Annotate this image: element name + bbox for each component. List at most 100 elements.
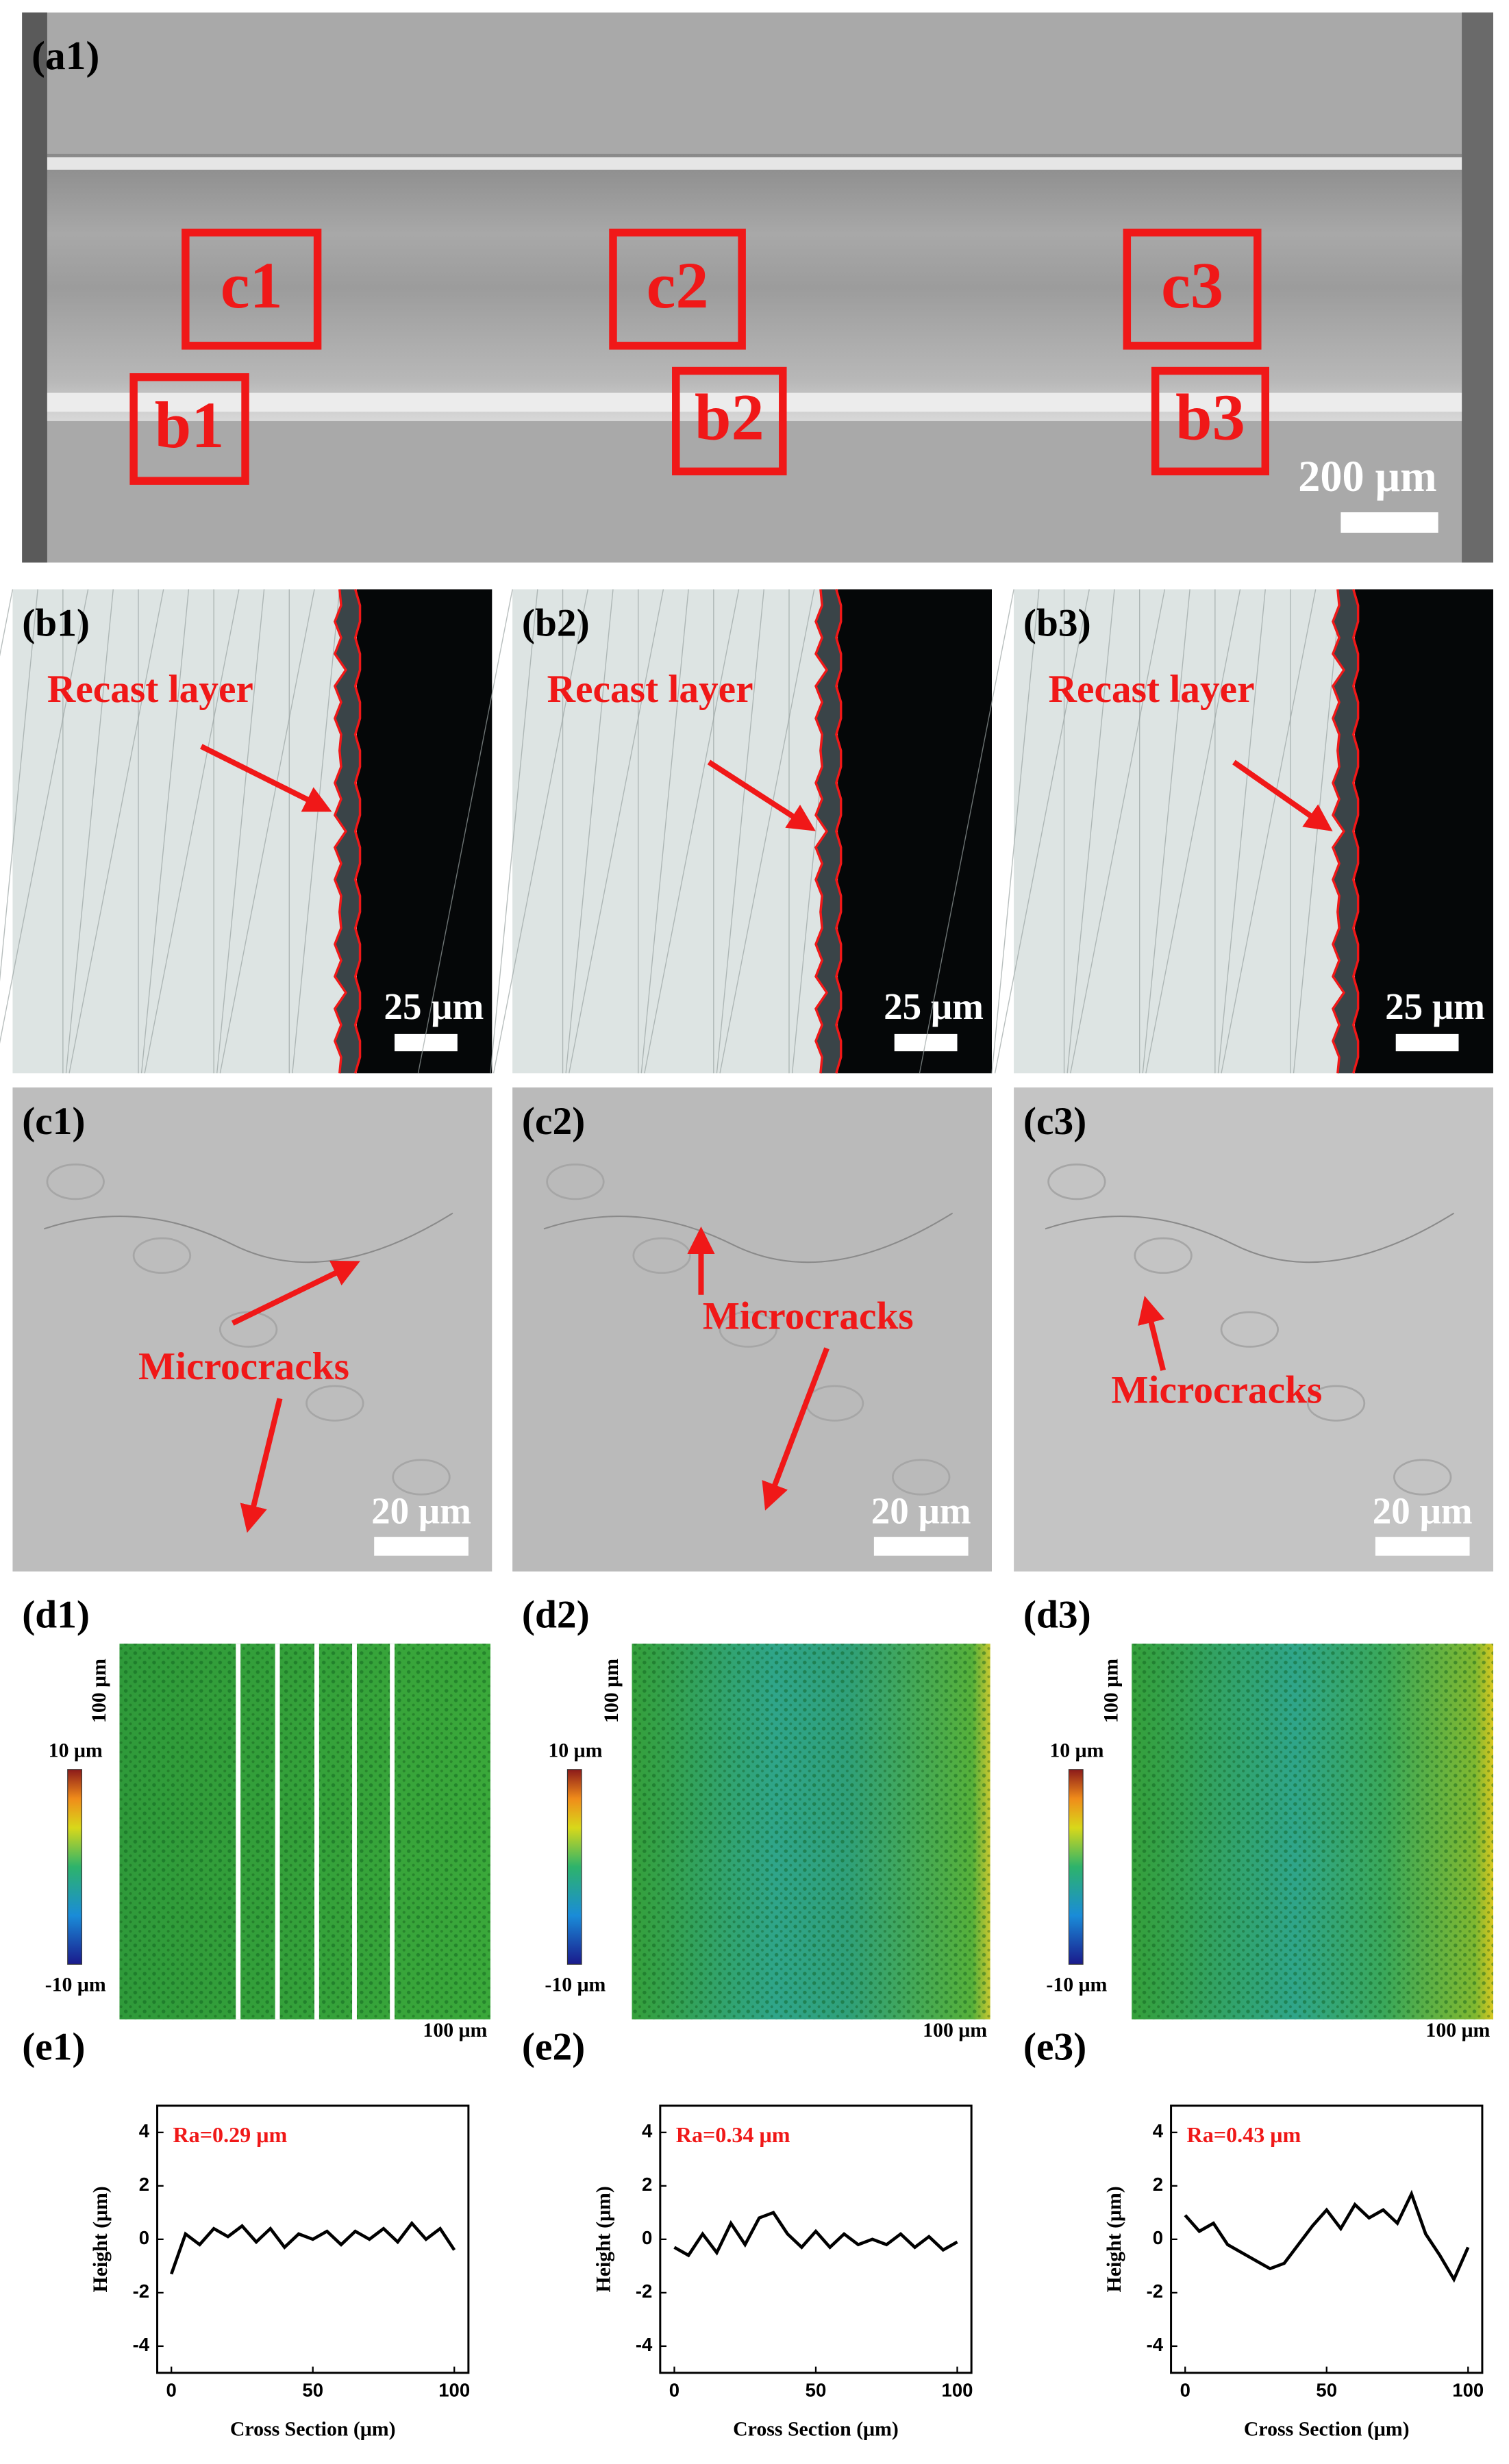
y-tick-label: 4: [642, 2120, 653, 2141]
annotation: Microcracks: [138, 1345, 349, 1388]
scratch: [1142, 589, 1190, 1074]
scratch: [492, 589, 588, 1074]
grain: [1220, 1311, 1279, 1348]
region-box: [129, 373, 249, 485]
data-line: [1184, 2189, 1470, 2283]
scratch: [1067, 589, 1115, 1074]
scratch: [716, 589, 764, 1074]
colorbar: [1068, 1769, 1084, 1965]
arrow: [707, 759, 816, 831]
region-label: c1: [221, 249, 283, 322]
region-label: b1: [155, 388, 225, 462]
scale-label: 25 μm: [1385, 985, 1485, 1027]
laser-track: [47, 153, 1462, 421]
x-tick-label: 100: [438, 2380, 470, 2401]
region-box: [1151, 366, 1269, 476]
panel-label: (d1): [22, 1594, 90, 1637]
scan-line: [275, 1644, 280, 2020]
scratch: [0, 589, 38, 982]
region-label: b3: [1175, 381, 1245, 454]
x-axis-label: Cross Section (μm): [1244, 2418, 1410, 2441]
scale-bar: [1375, 1537, 1470, 1556]
x-tick-label: 0: [1180, 2380, 1190, 2401]
crack: [543, 1212, 953, 1264]
y-axis-label: Height (μm): [592, 2186, 614, 2292]
scale-label: 20 μm: [871, 1490, 971, 1532]
x-axis-label: Cross Section (μm): [230, 2418, 396, 2441]
y-axis-label: Height (μm): [1103, 2186, 1125, 2292]
y-tick-label: 4: [139, 2120, 150, 2141]
annotation: Microcracks: [1111, 1369, 1322, 1412]
y-size: 100 μm: [600, 1659, 623, 1723]
x-tick-label: 50: [1316, 2380, 1337, 2401]
image-edge: [22, 12, 47, 563]
colorbar-min: -10 μm: [1046, 1973, 1107, 1996]
panel-label: (e3): [1023, 2026, 1086, 2069]
layer-outline: [814, 589, 829, 1074]
data-line: [673, 2211, 958, 2258]
panel-label: (a1): [32, 33, 99, 78]
y-tick-label: -2: [1147, 2280, 1163, 2302]
scale-bar: [374, 1537, 469, 1556]
grain: [1306, 1385, 1366, 1422]
scratch: [490, 589, 538, 1074]
arrow: [762, 1347, 830, 1511]
colorbar-min: -10 μm: [545, 1973, 606, 1996]
region-label: c2: [647, 249, 709, 322]
x-size: 100 μm: [923, 2019, 987, 2041]
track-edge: [47, 157, 1462, 170]
scratch: [417, 589, 513, 1074]
scale-label: 200 μm: [1298, 452, 1436, 501]
grain: [719, 1311, 778, 1348]
mount-region: [838, 589, 992, 1074]
annotation: Ra=0.29 μm: [173, 2122, 287, 2147]
panel-label: (b3): [1023, 602, 1091, 645]
annotation: Ra=0.43 μm: [1187, 2122, 1301, 2147]
arrow: [240, 1398, 283, 1533]
scratch: [991, 589, 1040, 1074]
scratch: [144, 589, 240, 1074]
scratch: [919, 589, 1014, 1074]
scratch: [719, 589, 815, 1074]
y-tick-label: 0: [642, 2227, 652, 2248]
y-tick-label: -4: [133, 2334, 150, 2355]
y-tick-label: -4: [1147, 2334, 1164, 2355]
scratch: [216, 589, 265, 1074]
x-axis-label: Cross Section (μm): [733, 2418, 899, 2441]
scan-line: [390, 1644, 395, 2020]
x-size: 100 μm: [1425, 2019, 1490, 2041]
scratch: [0, 589, 89, 1044]
scale-label: 20 μm: [1373, 1490, 1473, 1532]
layer-outline: [353, 589, 362, 1074]
colorbar-min: -10 μm: [45, 1973, 106, 1996]
grain: [892, 1459, 951, 1496]
grain: [1047, 1163, 1106, 1200]
arrow: [199, 744, 332, 812]
layer-outline: [835, 589, 843, 1074]
panel-label: (c2): [522, 1100, 585, 1143]
y-axis-label: Height (μm): [89, 2186, 112, 2292]
x-size: 100 μm: [423, 2019, 487, 2041]
region-box: [609, 228, 746, 350]
region-label: c3: [1161, 249, 1223, 322]
y-size: 100 μm: [88, 1659, 110, 1723]
scratch: [219, 589, 315, 1074]
grain: [305, 1385, 364, 1422]
recast-layer: [1332, 589, 1358, 1074]
panel-label: (c1): [22, 1100, 85, 1143]
scratch: [140, 589, 190, 1074]
data-line: [170, 2220, 456, 2275]
scratch: [640, 589, 689, 1074]
scratch: [569, 589, 664, 1074]
scan-line: [314, 1644, 319, 2020]
grain: [632, 1237, 691, 1274]
scratch: [994, 589, 1090, 1074]
panel-label: (c3): [1023, 1100, 1086, 1143]
height-texture: [632, 1644, 990, 2020]
scratch: [68, 589, 164, 1074]
scan-line: [352, 1644, 357, 2020]
recast-layer: [815, 589, 841, 1074]
scratch: [0, 589, 14, 657]
